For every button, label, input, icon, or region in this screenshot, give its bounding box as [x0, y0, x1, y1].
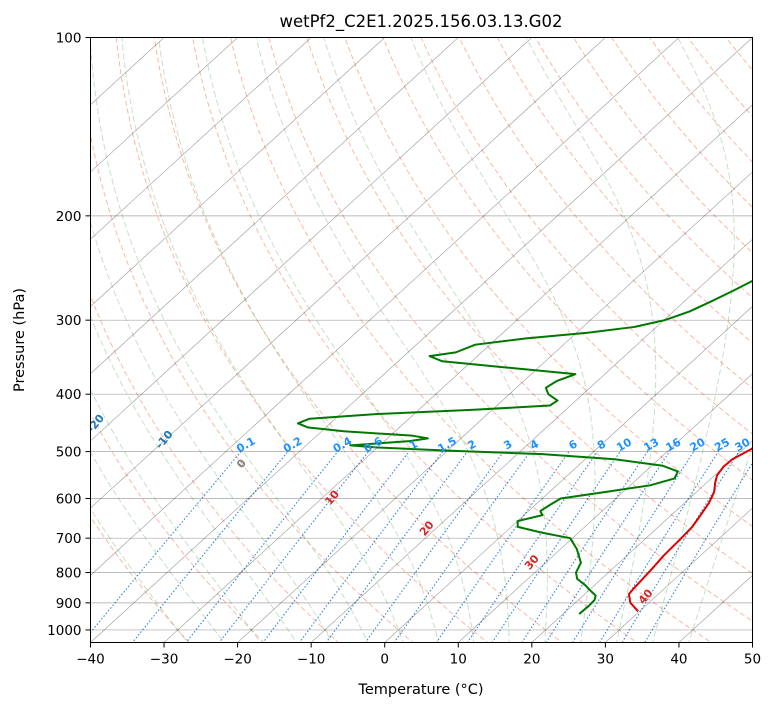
y-tick-label: 300: [56, 313, 82, 329]
x-tick-label: −10: [297, 652, 326, 668]
dry-adiabat: [420, 37, 753, 435]
plot-frame: [90, 37, 753, 643]
moist-adiabat: [90, 315, 298, 643]
y-tick-label: 400: [56, 387, 82, 403]
isotherm: [90, 37, 606, 509]
isotherm: [163, 104, 753, 643]
dry-adiabat: [90, 515, 190, 643]
x-tick-label: −40: [76, 652, 105, 668]
mixing-ratio-line: [435, 451, 570, 643]
mixing-ratio-line: [466, 451, 598, 643]
y-tick-label: 600: [56, 492, 82, 508]
mixing-ratio-line: [185, 451, 339, 643]
dry-adiabat: [90, 294, 340, 643]
x-axis-title: Temperature (°C): [357, 682, 483, 698]
dry-adiabat: [382, 37, 753, 481]
dry-adiabat: [153, 37, 563, 643]
moist-adiabat: [90, 388, 262, 643]
x-tick-label: 20: [523, 652, 540, 668]
dry-adiabat: [90, 132, 414, 643]
mixing-ratio-line: [393, 451, 531, 643]
mixing-ratio-line: [298, 451, 444, 643]
plot-layer: [90, 37, 753, 643]
isotherm: [90, 37, 680, 576]
isotherm: [90, 37, 386, 307]
isotherm: [604, 507, 753, 643]
x-tick-label: −30: [150, 652, 179, 668]
isotherm: [310, 238, 753, 643]
chart-title: wetPf2_C2E1.2025.156.03.13.G02: [279, 12, 562, 32]
mixing-ratio-line: [598, 451, 719, 643]
dry-adiabat: [496, 37, 753, 344]
temperature-profile: [627, 447, 753, 612]
mixing-ratio-line: [644, 461, 753, 643]
dewpoint-profile: [296, 279, 753, 615]
y-tick-label: 900: [56, 596, 82, 612]
moist-adiabat: [525, 37, 657, 643]
moist-adiabat: [90, 37, 369, 643]
x-tick-label: −20: [223, 652, 252, 668]
mixing-ratio-line: [131, 451, 289, 643]
dry-adiabat: [344, 37, 753, 528]
dry-adiabat: [268, 37, 753, 622]
mixing-ratio-line: [262, 451, 410, 643]
mixing-ratio-line: [571, 451, 695, 643]
y-tick-label: 800: [56, 566, 82, 582]
y-tick-label: 500: [56, 445, 82, 461]
isotherm: [531, 440, 753, 643]
dry-adiabat: [192, 37, 638, 643]
moist-adiabat: [90, 221, 333, 643]
dry-adiabat: [306, 37, 753, 574]
x-tick-label: 10: [450, 652, 467, 668]
mixing-ratio-line: [218, 451, 369, 643]
isotherm: [90, 37, 533, 442]
dry-adiabat: [230, 37, 713, 643]
y-tick-label: 700: [56, 531, 82, 547]
x-tick-label: 40: [670, 652, 687, 668]
y-tick-label: 1000: [47, 623, 81, 639]
moist-adiabat: [255, 37, 510, 643]
isotherm: [237, 171, 753, 643]
dry-adiabat: [611, 37, 753, 209]
axes-layer: −40 −30 −20 −10 0 10 20 30 40 50 100 200 300 400 500 60…: [47, 31, 761, 668]
isotherm: [457, 373, 753, 643]
dry-adiabat: [115, 37, 489, 643]
isotherm: [384, 305, 753, 643]
isotherm: [90, 37, 239, 173]
dry-adiabat: [534, 37, 753, 299]
y-axis-title: Pressure (hPa): [12, 288, 28, 392]
y-tick-label: 100: [56, 31, 82, 47]
isotherm: [90, 37, 753, 643]
x-tick-label: 30: [597, 652, 614, 668]
moist-adiabat: [90, 451, 225, 643]
moist-adiabat: [323, 37, 548, 643]
isotherm: [90, 37, 459, 375]
moist-adiabat: [201, 37, 475, 643]
moist-adiabat: [652, 37, 735, 643]
moist-adiabat: [158, 37, 439, 643]
y-tick-label: 200: [56, 209, 82, 225]
isotherm: [90, 37, 312, 240]
mixing-ratio-line: [621, 451, 740, 643]
x-tick-label: 0: [380, 652, 389, 668]
moist-adiabat: [121, 37, 404, 643]
moist-adiabat: [688, 444, 753, 643]
moist-adiabat: [410, 37, 596, 643]
mixing-ratio-line: [491, 451, 621, 643]
x-tick-label: 50: [744, 652, 761, 668]
